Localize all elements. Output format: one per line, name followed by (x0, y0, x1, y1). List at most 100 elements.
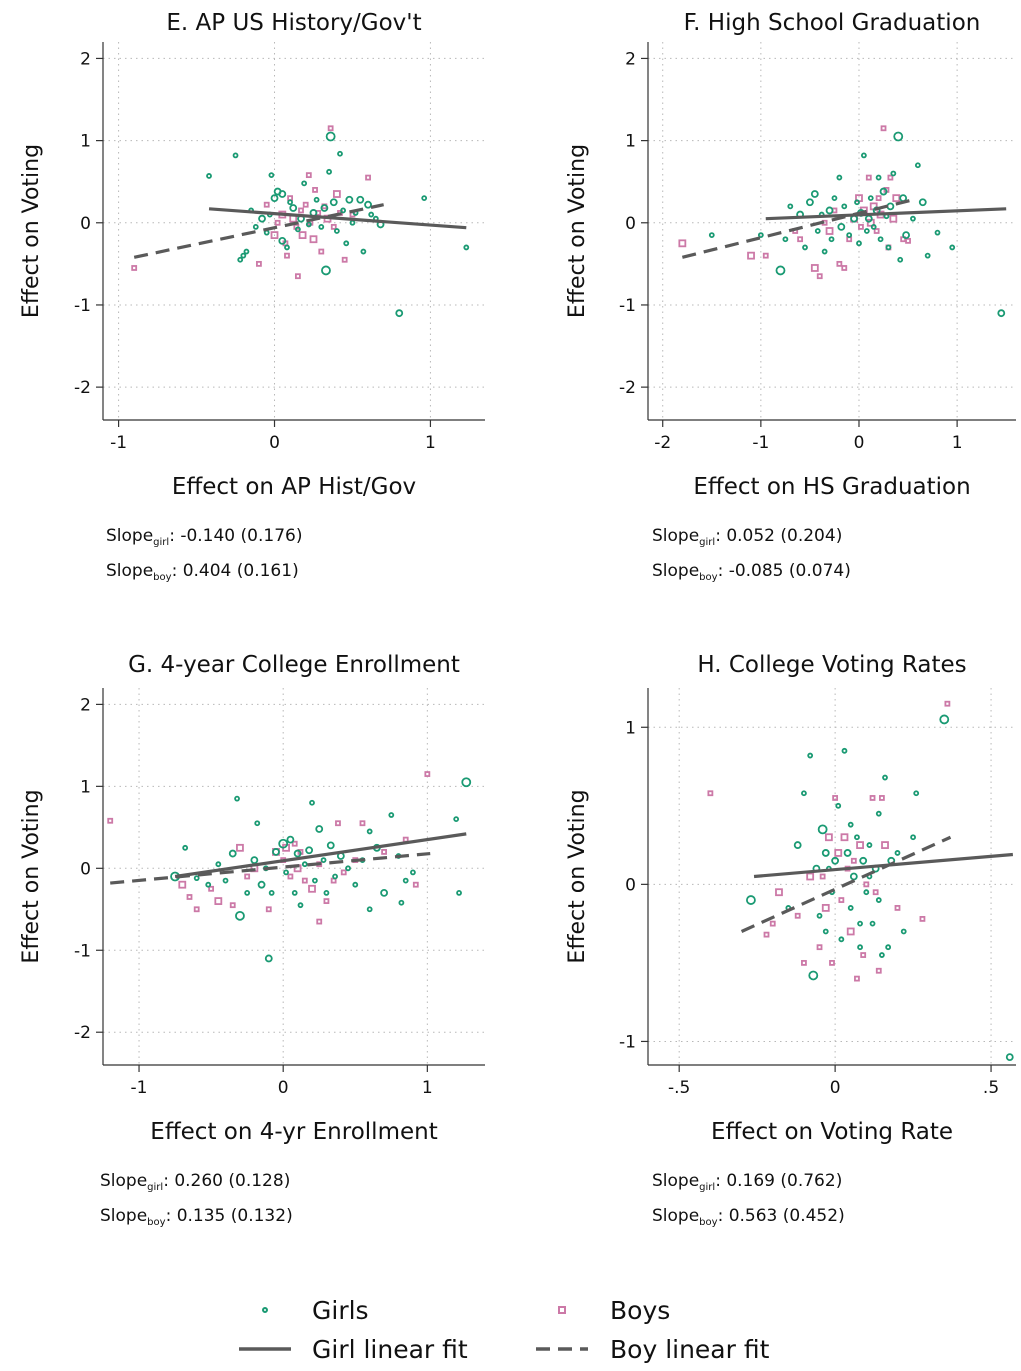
girl-point (828, 236, 835, 243)
girl-point (846, 232, 853, 239)
girl-point (320, 204, 329, 212)
boy-point (856, 841, 864, 849)
girl-point (240, 252, 247, 259)
legend-label-boy_fit: Boy linear fit (610, 1335, 770, 1364)
boy-point (763, 931, 770, 938)
x-axis-label: Effect on Voting Rate (711, 1119, 953, 1145)
girl-point (270, 194, 279, 203)
girl-point (841, 747, 848, 754)
girl-point (364, 200, 372, 209)
girl-point (297, 902, 304, 909)
x-tick-label: 0 (278, 1078, 289, 1098)
boy-point (291, 840, 298, 847)
girl-point (864, 214, 873, 223)
boy-point (335, 820, 341, 827)
girl-point (421, 195, 428, 202)
boy-point (794, 912, 801, 919)
boy-point (797, 236, 804, 243)
y-tick-label: 0 (80, 859, 91, 879)
y-tick-label: 2 (80, 695, 91, 715)
girl-point (215, 861, 222, 868)
girl-point (902, 231, 910, 240)
girl-point (243, 248, 250, 255)
girl-point (934, 229, 941, 236)
girl-point (757, 232, 764, 239)
boy-point (256, 260, 262, 267)
panel-3: G. 4-year College Enrollment 2 1 0 -1 -2 -1 0 1 E… (19, 652, 485, 1228)
x-tick-label: 0 (830, 1078, 841, 1098)
girl-point (814, 228, 821, 234)
girl-point (232, 152, 239, 159)
girl-point (278, 838, 289, 849)
girl-point (360, 248, 367, 255)
boy-point (836, 260, 843, 267)
y-axis-label: Effect on Voting (565, 789, 590, 963)
x-axis-label: Effect on HS Graduation (693, 474, 970, 500)
girl-point (918, 198, 927, 207)
boy-point (854, 975, 860, 982)
girl-point (315, 825, 324, 833)
x-tick-label: 1 (425, 433, 436, 453)
boy-point (301, 877, 308, 884)
boy-point (332, 190, 341, 198)
slope-girl-label: Slopegirl: -0.140 (0.176) (106, 526, 302, 548)
girl-point (939, 714, 950, 725)
girl-point (352, 881, 359, 888)
girl-point (825, 206, 834, 215)
boy-point (341, 256, 348, 263)
boy-point (810, 264, 819, 272)
slope-subscript: girl (699, 537, 715, 548)
girl-point (453, 816, 460, 823)
slope-word: Slope (652, 1171, 699, 1191)
slope-subscript: boy (699, 1217, 717, 1228)
girl-point (461, 777, 472, 788)
girl-point (808, 970, 819, 981)
chart-title: E. AP US History/Gov't (166, 10, 421, 36)
boy-point (875, 967, 882, 974)
slope-subscript: boy (699, 572, 717, 583)
girl-point (205, 881, 212, 888)
girl-point (228, 849, 237, 858)
girl-point (856, 240, 862, 247)
boy-point (131, 265, 138, 271)
girl-point (821, 248, 828, 255)
girl-point (843, 849, 852, 857)
slope-subscript: boy (153, 572, 171, 583)
girl-point (326, 168, 332, 175)
girl-point (301, 180, 308, 187)
boy-point (869, 795, 876, 801)
girl-point (463, 244, 470, 251)
girl-point (305, 221, 312, 228)
girl-point (854, 199, 860, 206)
girl-point (910, 834, 916, 841)
girl-point (866, 842, 873, 848)
x-axis-label: Effect on AP Hist/Gov (172, 474, 416, 500)
girl-point (283, 869, 289, 876)
boy-point (806, 872, 815, 881)
girl-point (349, 219, 356, 226)
girl-point (320, 857, 327, 864)
girl-point (860, 152, 867, 159)
girl-point (859, 856, 868, 865)
girl-point (234, 795, 240, 802)
boy-point (302, 201, 309, 208)
girl-point (278, 236, 287, 245)
girl-point (857, 944, 863, 951)
girl-point (252, 223, 259, 230)
girl-point (318, 223, 325, 230)
panel-1: E. AP US History/Gov't 2 1 0 -1 -2 -1 0 1 Effect … (19, 10, 485, 583)
boy-point (863, 881, 870, 888)
boy-point (944, 700, 951, 707)
girl-point (250, 856, 259, 865)
slope-value: : 0.052 (0.204) (715, 526, 842, 546)
girl-point (337, 150, 343, 157)
girl-point (410, 869, 416, 876)
x-tick-label: 1 (952, 433, 963, 453)
girl-point (924, 252, 931, 259)
girl-point (878, 952, 885, 958)
slope-boy-label: Slopeboy: -0.085 (0.074) (652, 561, 851, 583)
girl-point (897, 256, 904, 263)
girl-point (366, 828, 373, 835)
girl-point (291, 889, 298, 896)
